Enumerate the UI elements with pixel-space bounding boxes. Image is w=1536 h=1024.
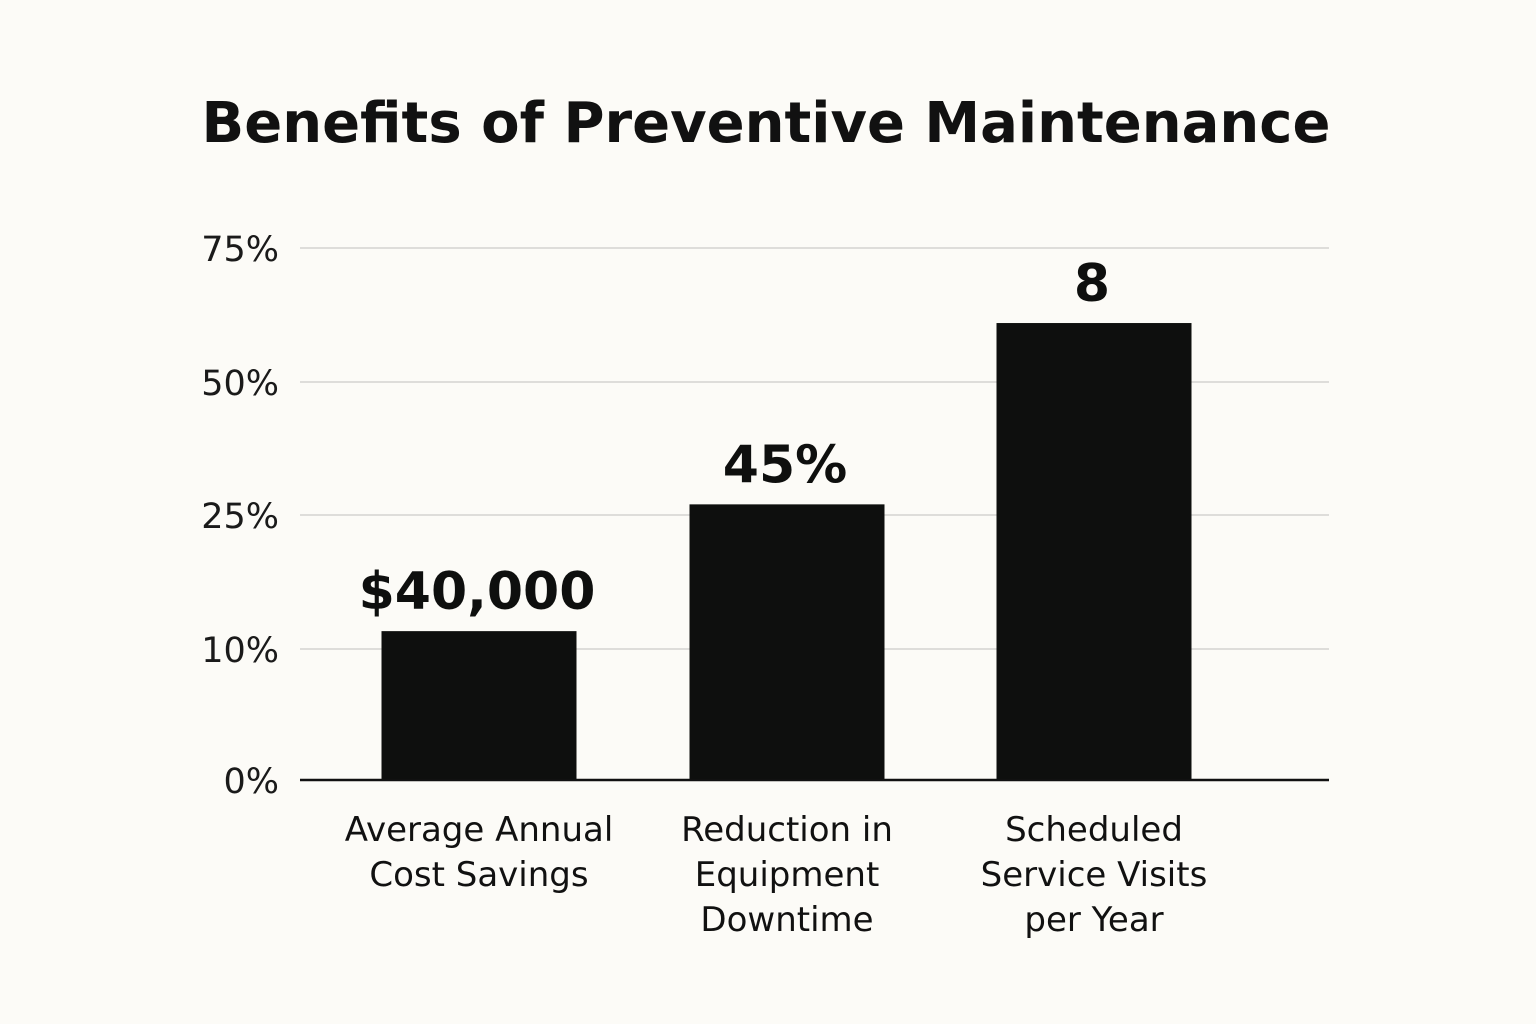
x-category-label-line: Service Visits <box>981 855 1208 895</box>
x-category-label: Reduction in Equipment Downtime <box>681 810 893 940</box>
y-tick-label: 10% <box>201 631 279 671</box>
x-category-label-line: Average Annual <box>345 810 614 850</box>
data-label: 8 <box>1074 254 1110 314</box>
x-category-label-line: Equipment <box>695 855 880 895</box>
data-label: 45% <box>723 435 847 495</box>
y-tick-label: 75% <box>201 230 279 270</box>
x-category-label-line: Downtime <box>700 900 873 940</box>
data-labels: $40,000 45% 8 <box>359 254 1111 622</box>
x-category-label: Average Annual Cost Savings <box>345 810 614 895</box>
x-category-label-line: Reduction in <box>681 810 893 850</box>
bar <box>996 323 1192 780</box>
y-tick-label: 0% <box>223 762 279 802</box>
y-tick-label: 50% <box>201 364 279 404</box>
x-category-label-line: Scheduled <box>1005 810 1183 850</box>
x-category-label-line: per Year <box>1024 900 1163 940</box>
bars <box>381 323 1192 780</box>
x-axis-labels: Average Annual Cost Savings Reduction in Eq… <box>345 810 1208 940</box>
chart-title: Benefits of Preventive Maintenance <box>202 91 1331 156</box>
data-label: $40,000 <box>359 562 596 622</box>
bar <box>689 504 885 780</box>
x-category-label: Scheduled Service Visits per Year <box>981 810 1208 940</box>
y-axis-ticks: 0% 10% 25% 50% 75% <box>201 230 279 802</box>
y-tick-label: 25% <box>201 497 279 537</box>
bar <box>381 631 577 780</box>
x-category-label-line: Cost Savings <box>369 855 588 895</box>
